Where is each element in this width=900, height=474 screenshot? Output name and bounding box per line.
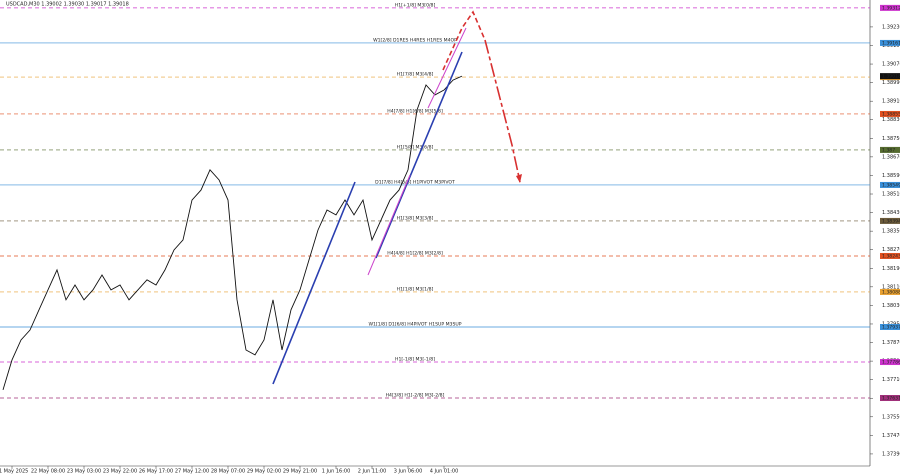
level-label: H1[7/8] M3[4/8]: [397, 72, 434, 78]
forecast-arrow: [484, 39, 521, 183]
x-tick-label: 26 May 17:00: [139, 469, 173, 474]
price-badge-label: 1.387: [882, 147, 895, 153]
price-badge-label: 1.39312: [882, 5, 900, 11]
level-label: H4[4/8] H1[2/8] M3[2/8]: [387, 250, 443, 256]
trend-line: [375, 51, 463, 259]
level-label: H1[-1/8] M3[-1/8]: [395, 357, 435, 363]
price-badge: [880, 217, 900, 224]
y-tick-label: 1.39230: [882, 24, 900, 30]
y-tick-label: 1.38910: [882, 99, 900, 105]
y-tick-label: 1.39070: [882, 62, 900, 68]
chart-title: USDCAD,M30 1.39002 1.39030 1.39017 1.390…: [6, 2, 129, 8]
x-tick-label: 22 May 08:00: [31, 469, 65, 474]
level-label: H1[+1/8] M3[0/8]: [395, 2, 436, 8]
price-badge: [880, 39, 900, 46]
y-tick-label: 1.38030: [882, 303, 900, 309]
x-tick-label: 1 Jun 16:00: [322, 469, 351, 474]
y-tick-label: 1.38590: [882, 173, 900, 179]
y-tick-label: 1.37390: [882, 451, 900, 457]
x-tick-label: 2 Jun 11:00: [358, 469, 387, 474]
level-label: D1[7/8] H4[5/8] H1PIVOT M3PIVOT: [375, 179, 455, 185]
price-badge: [880, 323, 900, 330]
level-label: H4[3/8] H1[-2/8] M3[-2/8]: [386, 393, 445, 399]
y-tick-label: 1.38670: [882, 154, 900, 160]
level-label: H1[1/8] M3[1/8]: [397, 286, 434, 292]
price-badge: [880, 395, 900, 402]
price-badge: [880, 288, 900, 295]
level-label: H1[5/8] M3[6/8]: [397, 144, 434, 150]
y-tick-label: 1.37710: [882, 377, 900, 383]
x-tick-label: 29 May 21:00: [283, 469, 317, 474]
y-tick-label: 1.39150: [882, 43, 900, 49]
x-tick-label: 23 May 03:00: [67, 469, 101, 474]
price-badge-label: 1.37937: [882, 324, 900, 330]
price-line: [2, 75, 463, 391]
price-badge-label: 1.38243: [882, 253, 900, 259]
x-tick-label: 27 May 12:00: [175, 469, 209, 474]
arrow-head: [516, 174, 522, 183]
y-tick-label: 1.38190: [882, 266, 900, 272]
price-badge: [880, 110, 900, 117]
y-tick-label: 1.37470: [882, 433, 900, 439]
price-badge: [880, 146, 900, 153]
y-tick-label: 1.38430: [882, 210, 900, 216]
x-tick-label: 4 Jun 01:00: [430, 469, 459, 474]
price-badge: [880, 359, 900, 366]
level-label: H4[7/8] H1[6/8] M3[5/8]: [387, 108, 443, 114]
y-tick-label: 1.38750: [882, 136, 900, 142]
price-badge-label: 1.39161: [882, 40, 900, 46]
y-tick-label: 1.37870: [882, 340, 900, 346]
y-tick-label: 1.38510: [882, 192, 900, 198]
price-badge-label: 1.38549: [882, 182, 900, 188]
x-tick-label: 21 May 2025: [0, 469, 28, 474]
level-label: W1[2/8] D1RES H4RES H1RES M4OP: [373, 37, 457, 43]
x-tick-label: 3 Jun 06:00: [394, 469, 423, 474]
price-badge-label: 1.38855: [882, 111, 900, 117]
trend-line: [367, 174, 411, 276]
price-badge: [880, 4, 900, 11]
price-badge-label: 1.37631: [882, 396, 900, 402]
trend-line: [427, 27, 467, 109]
x-tick-label: 23 May 22:00: [103, 469, 137, 474]
level-label: H1[3/8] M3[3/8]: [397, 215, 434, 221]
y-tick-label: 1.38270: [882, 247, 900, 253]
last-price-badge: [880, 73, 900, 80]
price-badge-label: 1.38394: [882, 218, 900, 224]
y-tick-label: 1.38990: [882, 80, 900, 86]
trend-drawings: [272, 10, 522, 385]
x-tick-label: 28 May 07:00: [211, 469, 245, 474]
y-tick-label: 1.38350: [882, 229, 900, 235]
level-label: W1[1/8] D1[6/8] H4PIVOT H1SUP M3SUP: [368, 321, 461, 327]
price-badge-label: 1.37786: [882, 360, 900, 366]
price-badge: [880, 181, 900, 188]
price-badge: [880, 252, 900, 259]
y-tick-label: 1.38110: [882, 284, 900, 290]
price-badge-label: 1.38088: [882, 289, 900, 295]
y-tick-label: 1.38830: [882, 117, 900, 123]
last-price-label: 1.39018: [882, 74, 900, 80]
forecast-arrow: [442, 10, 486, 71]
trend-line: [272, 181, 356, 385]
x-tick-label: 29 May 02:00: [247, 469, 281, 474]
y-tick-label: 1.37550: [882, 414, 900, 420]
